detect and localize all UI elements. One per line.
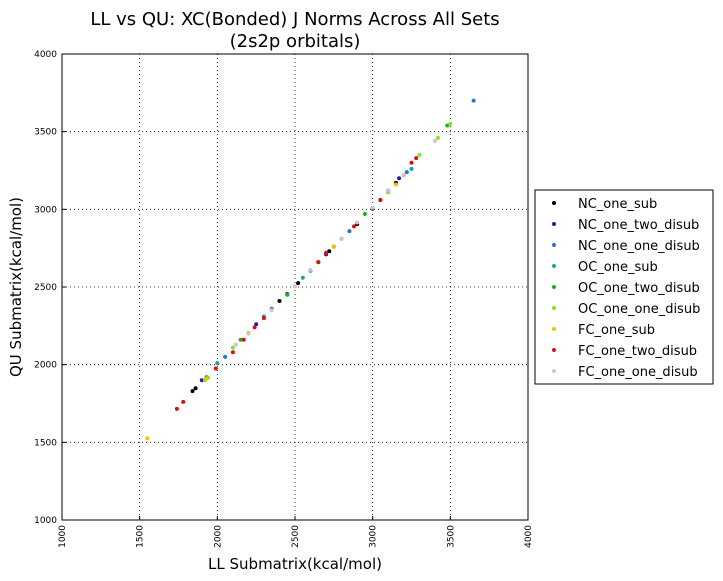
- data-point: [414, 156, 419, 161]
- data-point: [316, 260, 321, 265]
- data-point: [394, 182, 398, 187]
- y-tick-label: 1000: [34, 516, 57, 526]
- data-point: [261, 316, 266, 321]
- data-point: [404, 170, 409, 175]
- x-tick-label: 2500: [291, 525, 301, 548]
- legend-marker: [552, 306, 556, 310]
- y-tick-label: 2000: [34, 361, 57, 371]
- data-point: [145, 436, 150, 441]
- legend-label: NC_one_one_disub: [578, 239, 700, 254]
- data-point: [241, 337, 246, 342]
- x-axis-label: LL Submatrix(kcal/mol): [208, 555, 382, 573]
- data-point: [417, 153, 422, 157]
- legend-label: NC_one_sub: [578, 197, 657, 212]
- legend-marker: [552, 327, 556, 331]
- legend-marker: [552, 264, 556, 268]
- data-point: [246, 331, 251, 336]
- data-point: [386, 188, 391, 193]
- data-point: [448, 121, 453, 126]
- data-point: [204, 376, 209, 381]
- y-tick-label: 2500: [34, 283, 57, 293]
- x-tick-label: 2000: [213, 525, 223, 548]
- data-point: [190, 389, 195, 394]
- x-tick-label: 3000: [369, 525, 379, 548]
- data-point: [230, 350, 235, 355]
- legend-label: OC_one_two_disub: [578, 281, 700, 296]
- data-point: [193, 386, 198, 391]
- legend-marker: [552, 201, 556, 205]
- x-tick-label: 1000: [58, 525, 68, 548]
- y-tick-label: 3500: [34, 128, 57, 138]
- data-point: [432, 139, 437, 143]
- data-point: [254, 322, 259, 327]
- data-point: [174, 406, 179, 411]
- y-axis-label: QU Submatrix(kcal/mol): [7, 197, 25, 377]
- data-point: [223, 354, 228, 359]
- data-point: [285, 292, 290, 297]
- data-point: [355, 220, 360, 225]
- data-point: [445, 123, 450, 128]
- axis-ticks: 1000 1500 2000 2500 3000 3500 4000 1000 1500 2000…: [34, 50, 534, 548]
- legend-marker: [552, 243, 556, 247]
- legend-marker: [552, 222, 556, 226]
- legend-label: FC_one_sub: [578, 323, 655, 338]
- data-point: [362, 212, 367, 216]
- legend-label: OC_one_sub: [578, 260, 658, 275]
- data-point: [339, 236, 344, 241]
- data-point: [347, 229, 352, 234]
- data-point: [370, 205, 375, 210]
- data-point: [331, 244, 336, 249]
- x-tick-label: 4000: [524, 525, 534, 548]
- grid-lines: [62, 54, 528, 520]
- data-point: [199, 378, 204, 383]
- data-point: [409, 160, 414, 165]
- y-tick-label: 4000: [34, 50, 57, 60]
- data-point: [401, 173, 406, 178]
- x-tick-label: 3500: [446, 525, 456, 548]
- legend-marker: [552, 285, 556, 289]
- legend-label: FC_one_two_disub: [578, 344, 697, 359]
- data-point: [234, 342, 238, 347]
- data-point: [352, 224, 356, 229]
- data-point: [308, 267, 313, 272]
- data-point: [409, 166, 414, 171]
- legend-label: FC_one_one_disub: [578, 365, 698, 380]
- legend-marker: [552, 369, 556, 373]
- data-point: [327, 249, 332, 254]
- legend-label: OC_one_one_disub: [578, 302, 700, 317]
- data-point: [213, 366, 218, 371]
- data-point: [181, 399, 186, 404]
- data-point: [378, 198, 383, 202]
- data-point: [230, 345, 235, 350]
- data-point: [300, 275, 305, 280]
- data-point: [471, 98, 476, 103]
- legend: NC_one_sub NC_one_two_disub NC_one_one_dis…: [534, 189, 714, 385]
- data-point: [252, 325, 257, 330]
- legend-marker: [552, 348, 556, 352]
- y-tick-label: 3000: [34, 205, 57, 215]
- y-tick-label: 1500: [34, 438, 57, 448]
- data-point: [296, 281, 301, 286]
- data-point: [238, 337, 243, 342]
- data-points: [145, 98, 476, 441]
- legend-box: [534, 189, 714, 385]
- chart-title: LL vs QU: XC(Bonded) J Norms Across All …: [90, 9, 499, 30]
- data-point: [269, 308, 274, 313]
- data-point: [435, 135, 440, 140]
- data-point: [324, 250, 329, 255]
- x-tick-label: 1500: [136, 525, 146, 548]
- data-point: [293, 284, 297, 289]
- chart-subtitle: (2s2p orbitals): [230, 31, 361, 52]
- data-point: [215, 361, 220, 366]
- legend-label: NC_one_two_disub: [578, 218, 699, 233]
- data-point: [277, 299, 282, 303]
- data-point: [397, 176, 402, 181]
